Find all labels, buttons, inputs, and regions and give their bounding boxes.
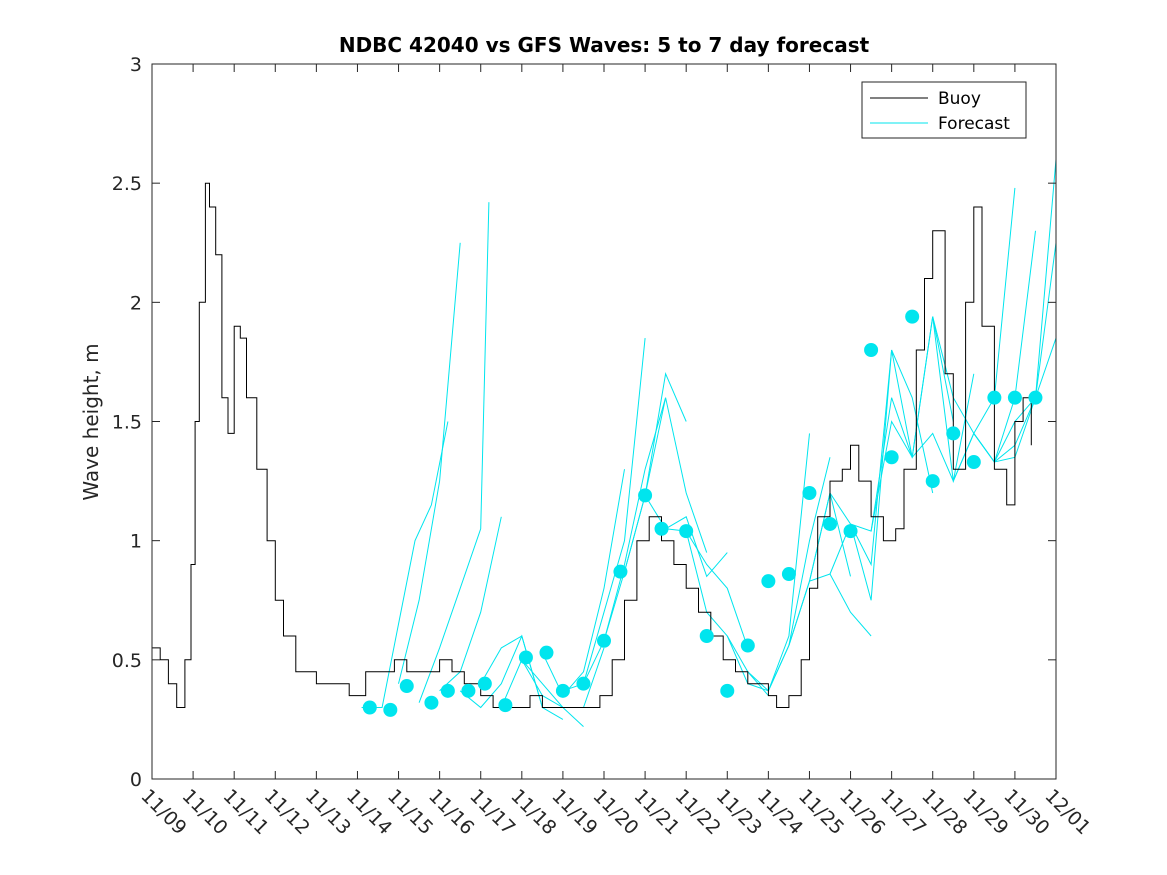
forecast-marker — [440, 683, 455, 698]
forecast-run-line — [480, 635, 564, 720]
forecast-marker — [518, 650, 533, 665]
forecast-marker — [905, 309, 920, 324]
y-tick-label: 1.5 — [112, 412, 142, 434]
forecast-marker — [539, 645, 554, 660]
forecast-marker — [461, 683, 476, 698]
forecast-run-line — [541, 469, 625, 697]
forecast-marker — [699, 629, 714, 643]
forecast-marker — [424, 695, 439, 710]
forecast-marker — [925, 474, 940, 489]
forecast-run-line — [418, 202, 490, 703]
forecast-run-line — [562, 338, 646, 692]
legend-label-buoy: Buoy — [938, 89, 981, 109]
forecast-run-line — [624, 397, 708, 572]
forecast-marker — [884, 450, 899, 465]
forecast-marker — [654, 521, 669, 536]
forecast-marker — [864, 343, 879, 357]
forecast-marker — [399, 679, 414, 694]
forecast-marker — [1007, 390, 1022, 405]
forecast-marker — [740, 638, 755, 653]
forecast-marker — [802, 486, 817, 500]
forecast-marker — [946, 426, 961, 441]
forecast-marker — [477, 676, 492, 691]
forecast-marker — [638, 488, 653, 503]
y-tick-label: 2 — [130, 292, 142, 314]
forecast-marker — [843, 524, 858, 539]
forecast-marker — [383, 702, 398, 717]
forecast-marker — [761, 574, 776, 589]
forecast-run-line — [583, 397, 667, 684]
forecast-run-line — [361, 421, 449, 708]
forecast-marker — [987, 390, 1002, 405]
forecast-marker — [781, 567, 796, 582]
forecast-lines — [361, 159, 1057, 727]
y-tick-label: 1 — [130, 531, 142, 553]
y-axis-ticks: 0 0.5 1 1.5 2 2.5 3 — [112, 54, 1056, 791]
forecast-marker — [597, 633, 611, 648]
y-tick-label: 3 — [130, 54, 142, 76]
y-tick-label: 0.5 — [112, 650, 142, 672]
forecast-run-line — [994, 337, 1057, 463]
forecast-run-line — [952, 159, 1057, 482]
buoy-line-group — [152, 182, 1032, 708]
forecast-marker — [613, 564, 628, 579]
forecast-marker — [966, 455, 981, 470]
y-axis-label: Wave height, m — [79, 343, 103, 500]
forecast-run-line — [911, 187, 1016, 458]
y-tick-label: 0 — [130, 769, 142, 791]
forecast-marker — [679, 524, 694, 539]
chart-title: NDBC 42040 vs GFS Waves: 5 to 7 day fore… — [339, 33, 870, 57]
buoy-line — [152, 182, 1032, 708]
forecast-marker — [720, 683, 735, 698]
forecast-markers — [362, 309, 1043, 717]
forecast-marker — [1028, 390, 1043, 405]
plot-area — [152, 159, 1057, 727]
legend: Buoy Forecast — [861, 81, 1027, 139]
legend-label-forecast: Forecast — [938, 114, 1010, 134]
forecast-marker — [823, 516, 837, 531]
legend-box — [861, 81, 1027, 139]
forecast-marker — [555, 683, 570, 698]
y-tick-label: 2.5 — [112, 173, 142, 195]
forecast-run-line — [398, 242, 461, 684]
forecast-run-line — [644, 495, 728, 578]
forecast-run-line — [891, 349, 975, 483]
forecast-marker — [498, 698, 513, 713]
forecast-marker — [362, 700, 377, 715]
forecast-run-line — [439, 516, 502, 692]
forecast-marker — [576, 676, 591, 691]
